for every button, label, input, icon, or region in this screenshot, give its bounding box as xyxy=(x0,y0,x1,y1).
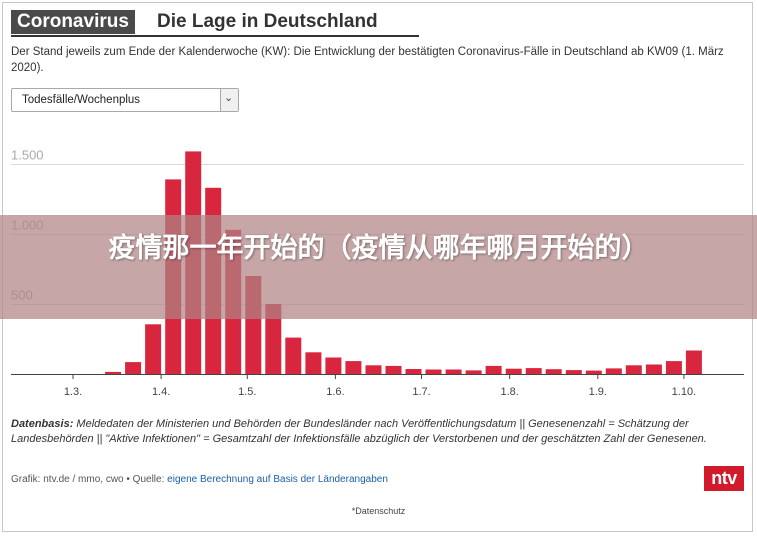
x-tick-label: 1.5. xyxy=(238,386,256,398)
bar[interactable] xyxy=(125,362,142,374)
x-tick-label: 1.10. xyxy=(672,386,696,398)
data-basis: Datenbasis: Meldedaten der Ministerien u… xyxy=(11,417,711,447)
overlay-text: 疫情那一年开始的（疫情从哪年哪月开始的） xyxy=(108,233,649,263)
x-tick-label: 1.3. xyxy=(64,386,82,398)
bar[interactable] xyxy=(625,365,642,374)
source-credit: Grafik: ntv.de / mmo, cwo • Quelle: eige… xyxy=(11,474,388,485)
dropdown-button[interactable]: ⌄ xyxy=(220,89,238,111)
bar[interactable] xyxy=(305,352,322,374)
dropdown-selected-label: Todesfälle/Wochenplus xyxy=(22,94,141,106)
chevron-down-icon: ⌄ xyxy=(224,92,234,104)
x-tick-label: 1.7. xyxy=(412,386,430,398)
header-tag: Coronavirus xyxy=(11,10,135,34)
credit-prefix: Grafik: ntv.de / mmo, cwo • Quelle: xyxy=(11,474,168,485)
chart-header: Coronavirus Die Lage in Deutschland xyxy=(11,10,419,37)
bar[interactable] xyxy=(545,369,562,374)
bar[interactable] xyxy=(105,371,122,374)
bar[interactable] xyxy=(445,369,462,375)
bar[interactable] xyxy=(505,368,522,374)
bar[interactable] xyxy=(565,370,582,374)
bar[interactable] xyxy=(525,368,542,374)
bar[interactable] xyxy=(645,364,662,375)
bar[interactable] xyxy=(685,350,702,375)
x-tick-label: 1.9. xyxy=(589,386,607,398)
metric-dropdown[interactable]: Todesfälle/Wochenplus ⌄ xyxy=(11,88,239,112)
chart-description: Der Stand jeweils zum Ende der Kalenderw… xyxy=(11,46,724,74)
bar[interactable] xyxy=(145,324,162,374)
bar[interactable] xyxy=(605,368,622,374)
bar[interactable] xyxy=(665,361,682,374)
bar[interactable] xyxy=(585,370,602,374)
chart-ticks: 1.3. 1.4. 1.5. 1.6. 1.7. 1.8. 1.9. 1.10. xyxy=(64,374,696,398)
privacy-link[interactable]: *Datenschutz xyxy=(351,506,406,516)
data-basis-label: Datenbasis: xyxy=(11,418,74,430)
bar[interactable] xyxy=(365,365,382,374)
bar[interactable] xyxy=(265,304,282,374)
bar[interactable] xyxy=(405,369,422,374)
source-link[interactable]: eigene Berechnung auf Basis der Länderan… xyxy=(167,474,388,485)
bar[interactable] xyxy=(345,361,362,374)
x-tick-label: 1.6. xyxy=(326,386,344,398)
header-rule xyxy=(11,35,419,37)
bar[interactable] xyxy=(425,369,442,375)
y-tick-label: 1.500 xyxy=(11,148,44,163)
bar[interactable] xyxy=(485,365,502,374)
overlay-banner: 疫情那一年开始的（疫情从哪年哪月开始的） xyxy=(0,215,757,319)
ntv-logo: ntv xyxy=(704,466,744,491)
bar[interactable] xyxy=(465,370,482,374)
bar[interactable] xyxy=(285,337,302,374)
x-tick-label: 1.8. xyxy=(500,386,518,398)
x-tick-label: 1.4. xyxy=(152,386,170,398)
data-basis-text: Meldedaten der Ministerien und Behörden … xyxy=(11,418,707,445)
header-title: Die Lage in Deutschland xyxy=(157,11,378,32)
bar[interactable] xyxy=(385,365,402,374)
bar[interactable] xyxy=(325,357,342,375)
